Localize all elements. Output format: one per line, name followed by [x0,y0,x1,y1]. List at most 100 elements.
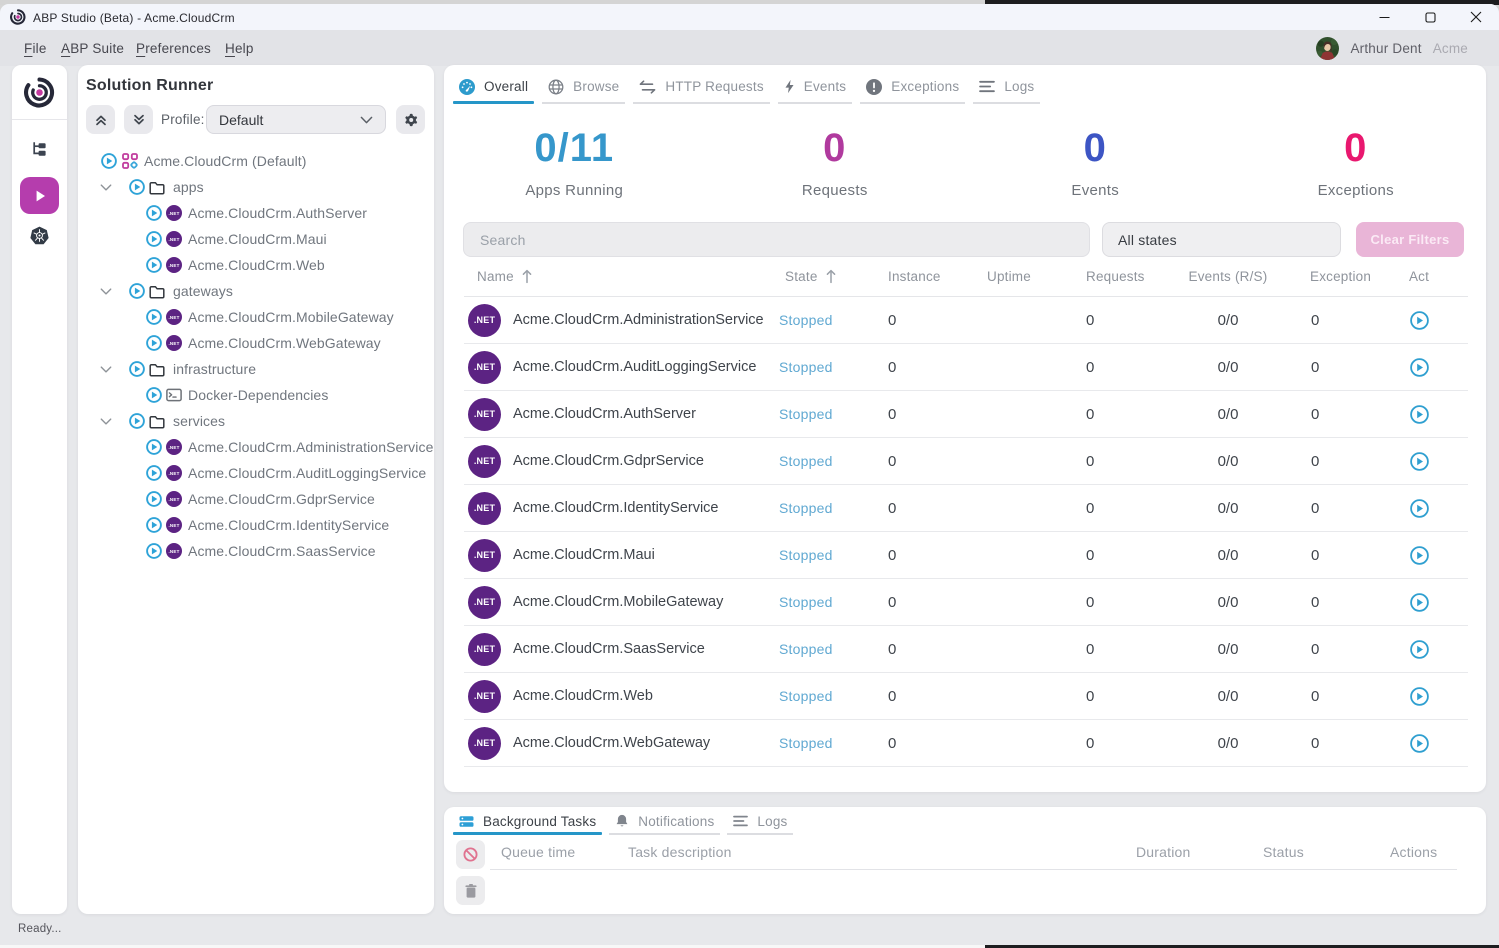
table-row[interactable]: .NET Acme.CloudCrm.Maui Stopped 0 0 0/0 0 [464,532,1468,579]
tree-item[interactable]: .NET Acme.CloudCrm.IdentityService [78,512,434,538]
tree-item[interactable]: services [78,408,434,434]
column-header-instance[interactable]: Instance [888,269,941,284]
start-app-button[interactable] [1409,592,1429,612]
menu-abp-suite[interactable]: A BP Suite [61,40,125,56]
tree-item[interactable]: .NET Acme.CloudCrm.AuthServer [78,200,434,226]
tree-item[interactable]: .NET Acme.CloudCrm.SaasService [78,538,434,564]
clear-tasks-button[interactable] [456,876,485,905]
tab-browse[interactable]: Browse [542,69,626,104]
tree-item[interactable]: .NET Acme.CloudCrm.GdprService [78,486,434,512]
user-area[interactable]: Arthur Dent Acme [1316,30,1468,66]
app-instance: 0 [888,734,897,752]
profile-select[interactable]: Default [206,105,386,134]
app-requests: 0 [1086,452,1095,470]
table-row[interactable]: .NET Acme.CloudCrm.AuthServer Stopped 0 0 0/0… [464,391,1468,438]
play-icon[interactable] [146,309,162,325]
start-app-button[interactable] [1409,404,1429,424]
stat-apps-running: 0/11 Apps Running [444,117,705,199]
table-row[interactable]: .NET Acme.CloudCrm.AdministrationService S… [464,297,1468,344]
table-header: Name State Instance Uptime Requests Events … [464,257,1468,297]
tree-item[interactable]: Acme.CloudCrm (Default) [78,148,434,174]
tab-overall[interactable]: Overall [453,69,535,104]
start-app-button[interactable] [1409,451,1429,471]
tab-background-tasks[interactable]: Background Tasks [453,807,603,835]
collapse-all-button[interactable] [86,105,115,134]
play-icon[interactable] [146,231,162,247]
tab-notifications[interactable]: Notifications [609,807,721,835]
tab-logs[interactable]: Logs [973,69,1041,104]
tree-item[interactable]: .NET Acme.CloudCrm.AuditLoggingService [78,460,434,486]
start-app-button[interactable] [1409,686,1429,706]
table-row[interactable]: .NET Acme.CloudCrm.WebGateway Stopped 0 0 0/0… [464,720,1468,767]
play-icon[interactable] [146,517,162,533]
table-row[interactable]: .NET Acme.CloudCrm.IdentityService Stopped… [464,485,1468,532]
play-icon[interactable] [146,257,162,273]
state-filter-select[interactable]: All states [1102,222,1341,257]
column-header-requests[interactable]: Requests [1086,269,1145,284]
tree-item[interactable]: infrastructure [78,356,434,382]
tree-item[interactable]: .NET Acme.CloudCrm.WebGateway [78,330,434,356]
tab-logs[interactable]: Logs [727,807,794,835]
close-button[interactable] [1456,4,1496,30]
tree-item[interactable]: Docker-Dependencies [78,382,434,408]
play-icon[interactable] [146,335,162,351]
start-app-button[interactable] [1409,357,1429,377]
play-icon[interactable] [146,465,162,481]
profile-settings-button[interactable] [396,105,425,134]
table-row[interactable]: .NET Acme.CloudCrm.SaasService Stopped 0 0 0/… [464,626,1468,673]
chevron-down-icon[interactable] [100,365,112,373]
chevron-down-icon[interactable] [100,417,112,425]
start-app-button[interactable] [1409,545,1429,565]
chevron-down-icon[interactable] [100,183,112,191]
play-icon[interactable] [146,543,162,559]
play-icon[interactable] [146,439,162,455]
rail-item-solution-explorer[interactable] [20,131,59,168]
start-app-button[interactable] [1409,310,1429,330]
tab-http-requests[interactable]: HTTP Requests [633,69,771,104]
tree-item[interactable]: .NET Acme.CloudCrm.Web [78,252,434,278]
column-header-actions[interactable]: Act [1408,269,1430,284]
play-icon[interactable] [146,205,162,221]
column-header-state[interactable]: State [779,269,884,284]
table-row[interactable]: .NET Acme.CloudCrm.MobileGateway Stopped 0 0… [464,579,1468,626]
clear-filters-button[interactable]: Clear Filters [1356,222,1464,257]
expand-all-button[interactable] [124,105,153,134]
tree-item[interactable]: .NET Acme.CloudCrm.Maui [78,226,434,252]
start-app-button[interactable] [1409,639,1429,659]
column-header-exceptions[interactable]: Exceptions [1310,269,1370,284]
tab-exceptions[interactable]: Exceptions [860,69,966,104]
search-input[interactable]: Search [463,222,1090,257]
column-header-name[interactable]: Name [464,269,779,284]
play-icon[interactable] [129,179,145,195]
rail-item-solution-runner[interactable] [20,177,59,214]
rail-item-kubernetes[interactable] [20,217,59,254]
table-row[interactable]: .NET Acme.CloudCrm.GdprService Stopped 0 0 0/… [464,438,1468,485]
cancel-all-tasks-button[interactable] [456,840,485,869]
tree-item[interactable]: .NET Acme.CloudCrm.AdministrationService [78,434,434,460]
start-app-button[interactable] [1409,733,1429,753]
column-header-uptime[interactable]: Uptime [987,269,1031,284]
maximize-button[interactable] [1410,4,1450,30]
tab-events[interactable]: Events [777,69,853,104]
play-icon[interactable] [146,491,162,507]
play-icon[interactable] [129,361,145,377]
play-icon[interactable] [101,153,117,169]
play-icon[interactable] [129,283,145,299]
tree-item[interactable]: .NET Acme.CloudCrm.MobileGateway [78,304,434,330]
app-state: Stopped [779,359,833,375]
minimize-button[interactable] [1364,4,1404,30]
chevron-down-icon[interactable] [100,287,112,295]
table-row[interactable]: .NET Acme.CloudCrm.Web Stopped 0 0 0/0 0 [464,673,1468,720]
play-icon[interactable] [129,413,145,429]
table-row[interactable]: .NET Acme.CloudCrm.AuditLoggingService Sto… [464,344,1468,391]
solution-icon [122,153,138,169]
start-app-button[interactable] [1409,498,1429,518]
column-header-events[interactable]: Events (R/S) [1188,269,1268,284]
app-instance: 0 [888,499,897,517]
tree-item[interactable]: apps [78,174,434,200]
play-icon[interactable] [146,387,162,403]
tree-item[interactable]: gateways [78,278,434,304]
